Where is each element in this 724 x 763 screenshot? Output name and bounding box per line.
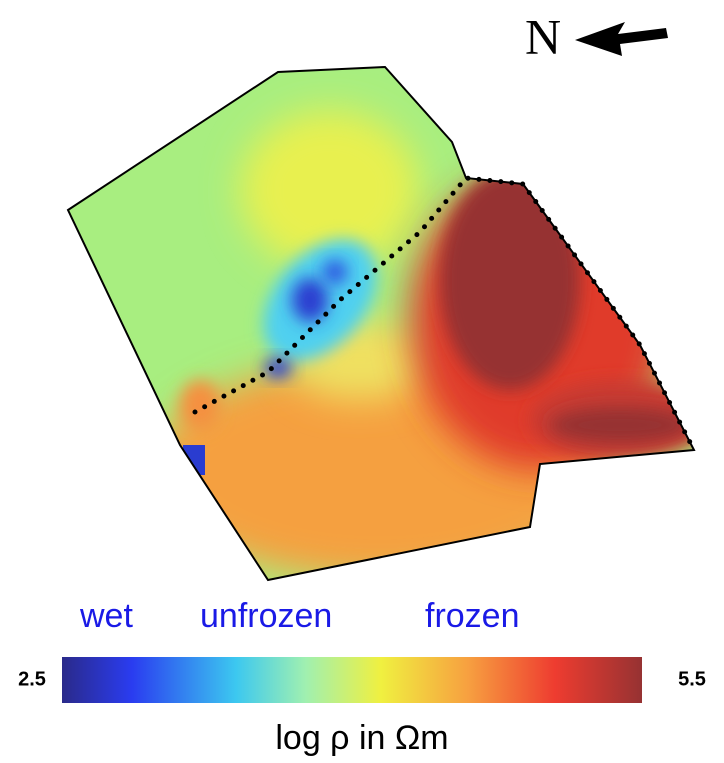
colorbar-label: log ρ in Ωm <box>275 719 448 757</box>
colorbar-min: 2.5 <box>18 668 46 690</box>
colorbar <box>62 657 642 703</box>
north-arrow <box>575 22 668 56</box>
class-label: wet <box>79 597 133 635</box>
resistivity-map <box>60 60 710 590</box>
class-label: unfrozen <box>200 597 332 635</box>
colorbar-max: 5.5 <box>678 668 706 690</box>
class-label: frozen <box>425 597 520 635</box>
figure: N wet unfrozen frozen 2.5 5.5 log ρ in Ω… <box>0 0 724 763</box>
north-label: N <box>525 8 561 64</box>
